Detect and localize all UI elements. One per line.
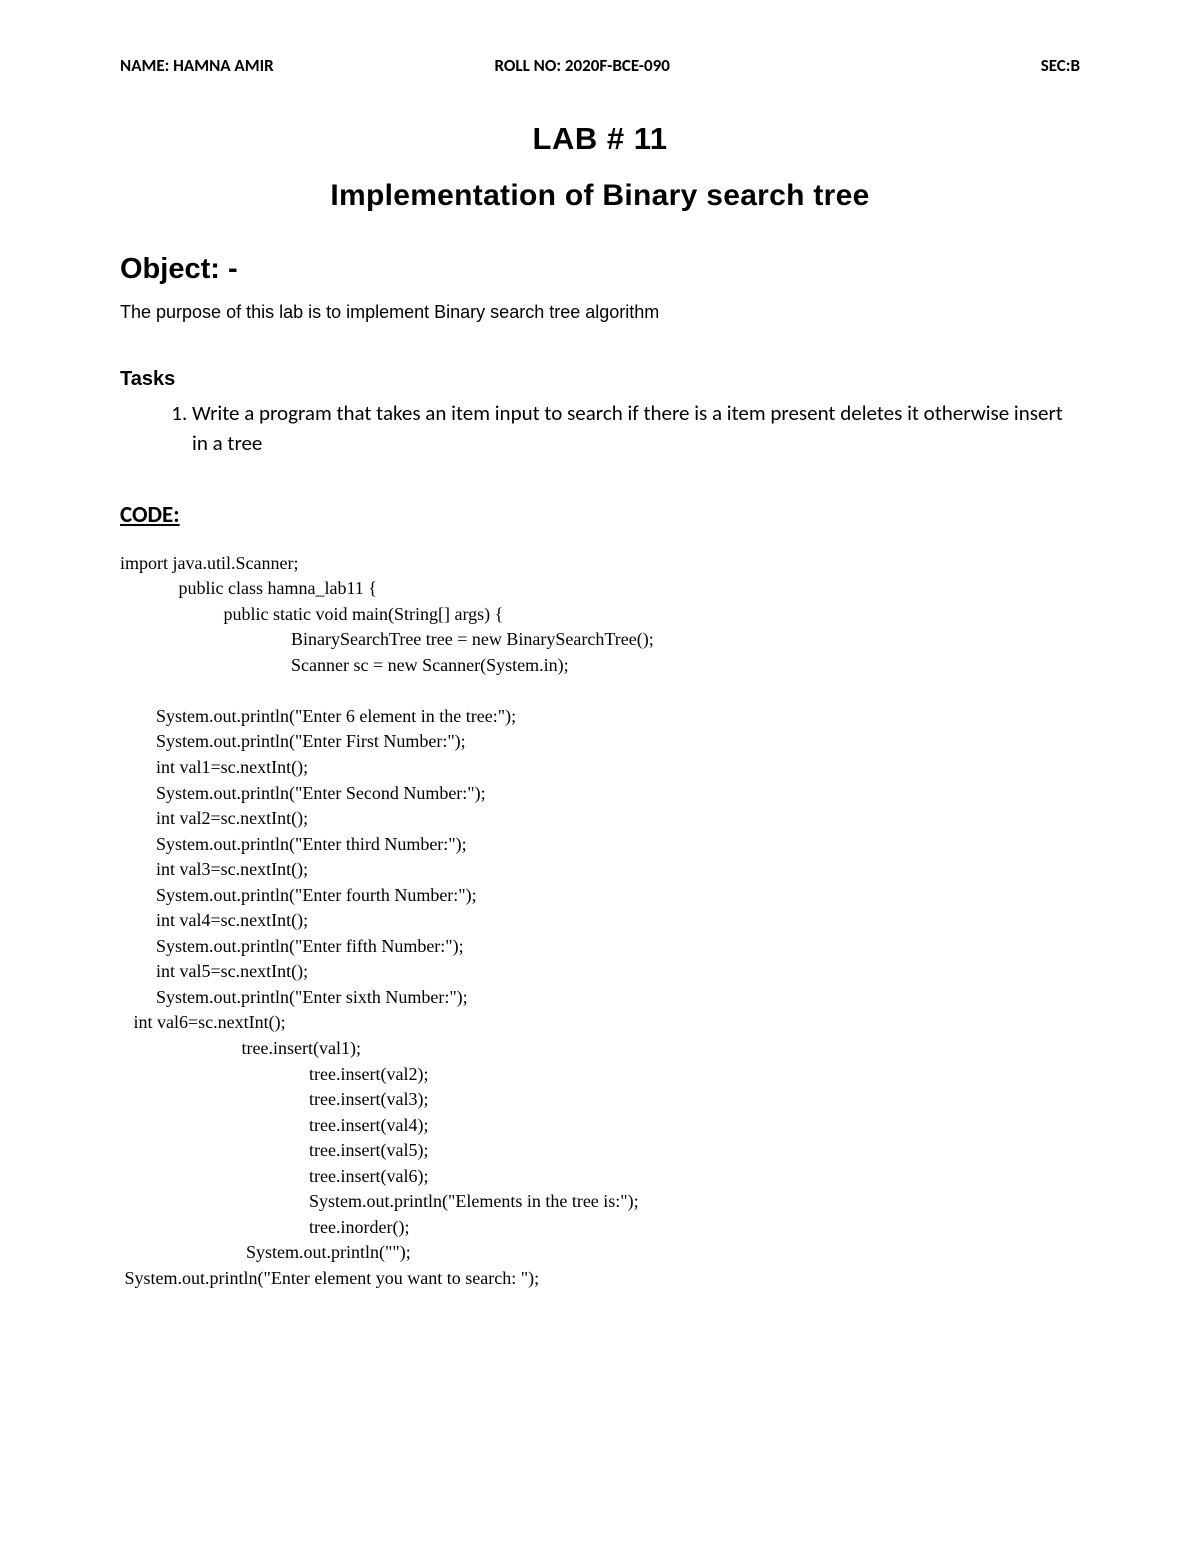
- lab-subtitle: Implementation of Binary search tree: [120, 179, 1080, 213]
- header-name: NAME: HAMNA AMIR: [120, 55, 274, 76]
- tasks-list: Write a program that takes an item input…: [120, 399, 1080, 459]
- lab-number-title: LAB # 11: [120, 121, 1080, 157]
- header-section: SEC:B: [1041, 55, 1080, 76]
- object-heading: Object: -: [120, 253, 1080, 286]
- code-heading: CODE:: [120, 501, 1080, 529]
- document-header: NAME: HAMNA AMIR ROLL NO: 2020F-BCE-090 …: [120, 55, 1080, 76]
- header-roll-no: ROLL NO: 2020F-BCE-090: [495, 55, 670, 76]
- task-item: Write a program that takes an item input…: [192, 399, 1080, 459]
- tasks-heading: Tasks: [120, 368, 1080, 391]
- code-block: import java.util.Scanner; public class h…: [120, 551, 1080, 1292]
- object-description: The purpose of this lab is to implement …: [120, 302, 1080, 323]
